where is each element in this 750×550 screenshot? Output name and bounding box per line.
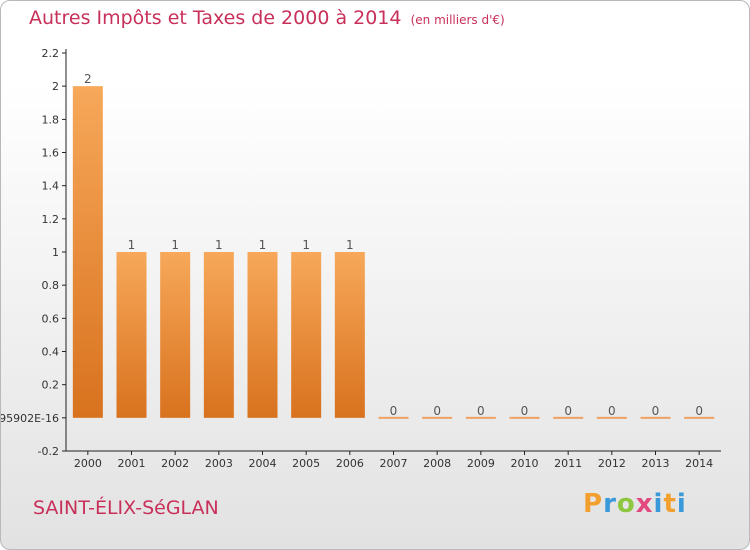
data-label: 1 xyxy=(128,238,136,252)
bar xyxy=(247,252,278,418)
x-tick-label: 2010 xyxy=(511,457,539,470)
x-tick-label: 2006 xyxy=(336,457,364,470)
x-tick-label: 2002 xyxy=(161,457,189,470)
bar xyxy=(553,416,584,419)
y-tick-label: 0.8 xyxy=(42,279,60,292)
x-tick-label: 2004 xyxy=(249,457,277,470)
data-label: 1 xyxy=(346,238,354,252)
x-tick-label: 2000 xyxy=(74,457,102,470)
chart-title-main: Autres Impôts et Taxes de 2000 à 2014 xyxy=(29,7,402,29)
y-tick-label: 1.4 xyxy=(42,180,60,193)
data-label: 0 xyxy=(433,404,441,418)
chart-title: Autres Impôts et Taxes de 2000 à 2014 (e… xyxy=(29,7,505,29)
data-label: 0 xyxy=(521,404,529,418)
y-tick-label: 0.2 xyxy=(42,379,60,392)
y-tick-label: 2 xyxy=(52,80,59,93)
data-label: 1 xyxy=(259,238,267,252)
logo-letter: P xyxy=(583,489,604,519)
data-label: 0 xyxy=(390,404,398,418)
logo-letter: o xyxy=(616,489,636,519)
x-tick-label: 2005 xyxy=(292,457,320,470)
bar xyxy=(291,252,322,418)
logo-letter: t xyxy=(663,489,677,519)
x-tick-label: 2009 xyxy=(467,457,495,470)
bar xyxy=(160,252,191,418)
y-tick-label: -1.5265566588595902E-16 xyxy=(1,412,59,425)
x-tick-label: 2007 xyxy=(380,457,408,470)
data-label: 0 xyxy=(477,404,485,418)
logo-letter: r xyxy=(603,489,617,519)
logo-letter: x xyxy=(635,489,654,519)
data-label: 0 xyxy=(564,404,572,418)
x-tick-label: 2012 xyxy=(598,457,626,470)
data-label: 0 xyxy=(695,404,703,418)
logo-letter: i xyxy=(653,489,664,519)
bar xyxy=(203,252,234,418)
bar xyxy=(422,416,453,419)
data-label: 1 xyxy=(302,238,310,252)
y-tick-label: 1.2 xyxy=(42,213,60,226)
x-tick-label: 2001 xyxy=(118,457,146,470)
y-tick-label: 1.8 xyxy=(42,113,60,126)
y-tick-label: 2.2 xyxy=(42,47,60,60)
x-tick-label: 2003 xyxy=(205,457,233,470)
data-label: 0 xyxy=(608,404,616,418)
chart-title-unit: (en milliers d'€) xyxy=(410,13,505,27)
bar xyxy=(640,416,671,419)
bar xyxy=(684,416,715,419)
x-tick-label: 2011 xyxy=(554,457,582,470)
data-label: 1 xyxy=(215,238,223,252)
bar xyxy=(378,416,409,419)
bar xyxy=(334,252,365,418)
bar xyxy=(465,416,496,419)
bar xyxy=(509,416,540,419)
x-tick-label: 2008 xyxy=(423,457,451,470)
x-tick-label: 2013 xyxy=(642,457,670,470)
y-tick-label: 0.6 xyxy=(42,312,60,325)
bar xyxy=(72,86,103,418)
data-label: 1 xyxy=(171,238,179,252)
data-label: 0 xyxy=(652,404,660,418)
logo-letter: i xyxy=(676,489,687,519)
y-tick-label: 0.4 xyxy=(42,346,60,359)
data-label: 2 xyxy=(84,72,92,86)
place-name: SAINT-ÉLIX-SéGLAN xyxy=(33,497,219,519)
y-tick-label: 1.6 xyxy=(42,147,60,160)
x-tick-label: 2014 xyxy=(685,457,713,470)
y-tick-label: 1 xyxy=(52,246,59,259)
bar xyxy=(596,416,627,419)
proxiti-logo: Proxiti xyxy=(583,489,687,519)
y-tick-label: -0.2 xyxy=(38,445,59,458)
bar xyxy=(116,252,147,418)
